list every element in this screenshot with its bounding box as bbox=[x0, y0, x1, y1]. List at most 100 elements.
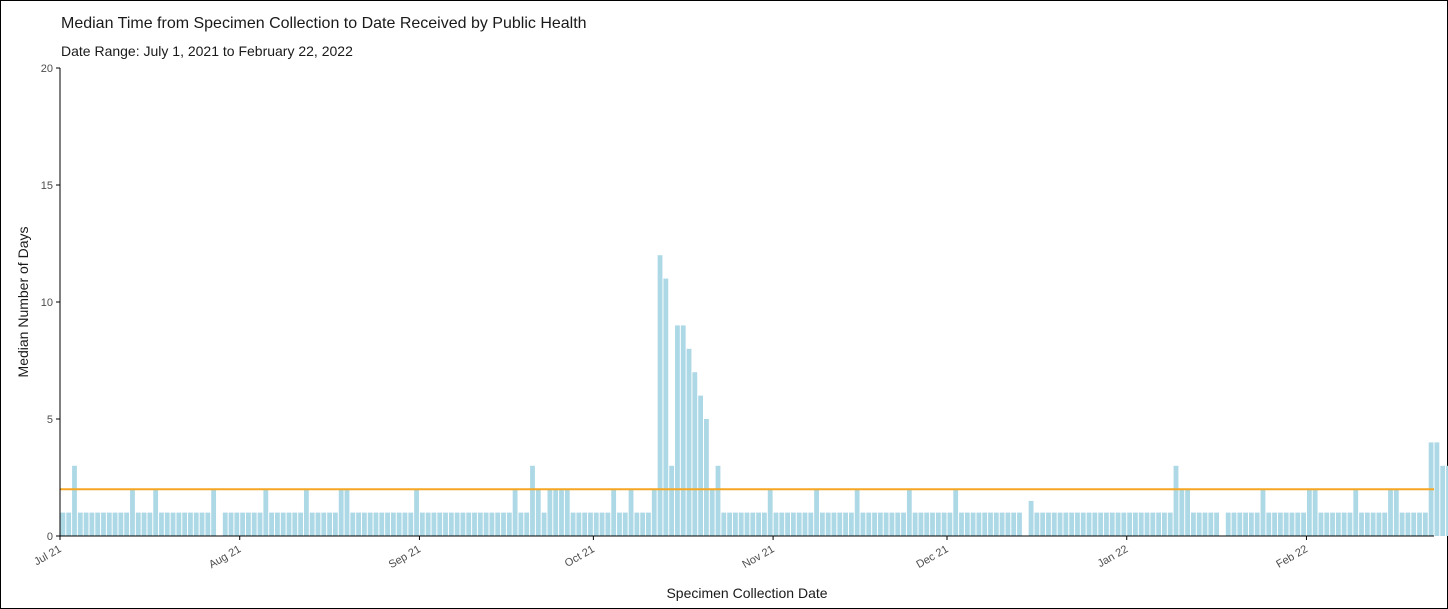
bar bbox=[280, 512, 286, 536]
bar bbox=[669, 465, 675, 536]
bar bbox=[1277, 512, 1283, 536]
bar bbox=[1144, 512, 1150, 536]
bar bbox=[327, 512, 332, 536]
bar bbox=[715, 465, 721, 536]
bar bbox=[344, 489, 350, 536]
bar bbox=[1260, 489, 1266, 536]
bar bbox=[1388, 489, 1393, 536]
bar bbox=[611, 489, 617, 536]
bar bbox=[506, 512, 512, 536]
bar bbox=[692, 372, 698, 536]
bar bbox=[744, 512, 750, 536]
bar bbox=[135, 512, 141, 536]
bar bbox=[501, 512, 506, 536]
bar bbox=[367, 512, 373, 536]
bar bbox=[112, 512, 118, 536]
chart-subtitle: Date Range: July 1, 2021 to February 22,… bbox=[61, 43, 353, 59]
bar bbox=[547, 489, 553, 536]
bar bbox=[877, 512, 883, 536]
bar bbox=[530, 465, 535, 536]
bar bbox=[1028, 500, 1034, 536]
bar bbox=[1370, 512, 1376, 536]
bar bbox=[675, 325, 680, 536]
y-tick-label: 20 bbox=[41, 63, 53, 75]
bar bbox=[727, 512, 733, 536]
bar bbox=[605, 512, 611, 536]
bar bbox=[854, 489, 860, 536]
bar bbox=[1150, 512, 1156, 536]
x-tick-label: Nov 21 bbox=[740, 543, 776, 571]
bar bbox=[1034, 512, 1040, 536]
bar bbox=[361, 512, 367, 536]
bar bbox=[970, 512, 976, 536]
bar bbox=[315, 512, 321, 536]
bar bbox=[332, 512, 338, 536]
bar bbox=[1092, 512, 1098, 536]
bar bbox=[1167, 512, 1173, 536]
bar bbox=[101, 512, 106, 536]
bar bbox=[1046, 512, 1051, 536]
bar bbox=[1289, 512, 1295, 536]
bar bbox=[1109, 512, 1115, 536]
bar bbox=[211, 489, 217, 536]
bar bbox=[72, 465, 77, 536]
bar bbox=[1382, 512, 1388, 536]
bar bbox=[663, 278, 669, 536]
bar bbox=[188, 512, 193, 536]
bar bbox=[1104, 512, 1109, 536]
bar bbox=[559, 489, 564, 536]
bar bbox=[860, 512, 866, 536]
bar bbox=[153, 489, 159, 536]
bar bbox=[83, 512, 89, 536]
bar bbox=[593, 512, 599, 536]
bar bbox=[1301, 512, 1306, 536]
bar bbox=[448, 512, 454, 536]
bar bbox=[1063, 512, 1069, 536]
bar bbox=[564, 489, 570, 536]
bar bbox=[1179, 489, 1185, 536]
bar bbox=[1173, 465, 1179, 536]
bar bbox=[1214, 512, 1219, 536]
bar bbox=[477, 512, 483, 536]
bar bbox=[651, 489, 657, 536]
bar bbox=[443, 512, 448, 536]
bar bbox=[472, 512, 477, 536]
bar bbox=[1098, 512, 1104, 536]
bar bbox=[843, 512, 848, 536]
bar bbox=[541, 512, 547, 536]
bar bbox=[588, 512, 593, 536]
bar bbox=[1376, 512, 1382, 536]
bar bbox=[518, 512, 524, 536]
x-tick-label: Sep 21 bbox=[387, 543, 423, 571]
bar bbox=[275, 512, 280, 536]
bar bbox=[1254, 512, 1260, 536]
bar bbox=[721, 512, 727, 536]
bar bbox=[1057, 512, 1063, 536]
bar bbox=[1156, 512, 1162, 536]
bar bbox=[640, 512, 646, 536]
bar bbox=[460, 512, 466, 536]
bar bbox=[698, 395, 704, 536]
bar bbox=[1341, 512, 1347, 536]
bar bbox=[709, 489, 715, 536]
bar bbox=[704, 419, 709, 536]
bar bbox=[761, 512, 767, 536]
bar bbox=[895, 512, 901, 536]
bar bbox=[1353, 489, 1359, 536]
bar bbox=[1086, 512, 1092, 536]
bar bbox=[576, 512, 582, 536]
bar bbox=[269, 512, 275, 536]
bar bbox=[425, 512, 431, 536]
bar bbox=[634, 512, 640, 536]
bar bbox=[483, 512, 489, 536]
bar bbox=[373, 512, 379, 536]
bar bbox=[1324, 512, 1330, 536]
bar bbox=[617, 512, 622, 536]
bar bbox=[419, 512, 425, 536]
bar bbox=[1248, 512, 1254, 536]
bar bbox=[1272, 512, 1277, 536]
bar bbox=[918, 512, 924, 536]
bar bbox=[1005, 512, 1011, 536]
